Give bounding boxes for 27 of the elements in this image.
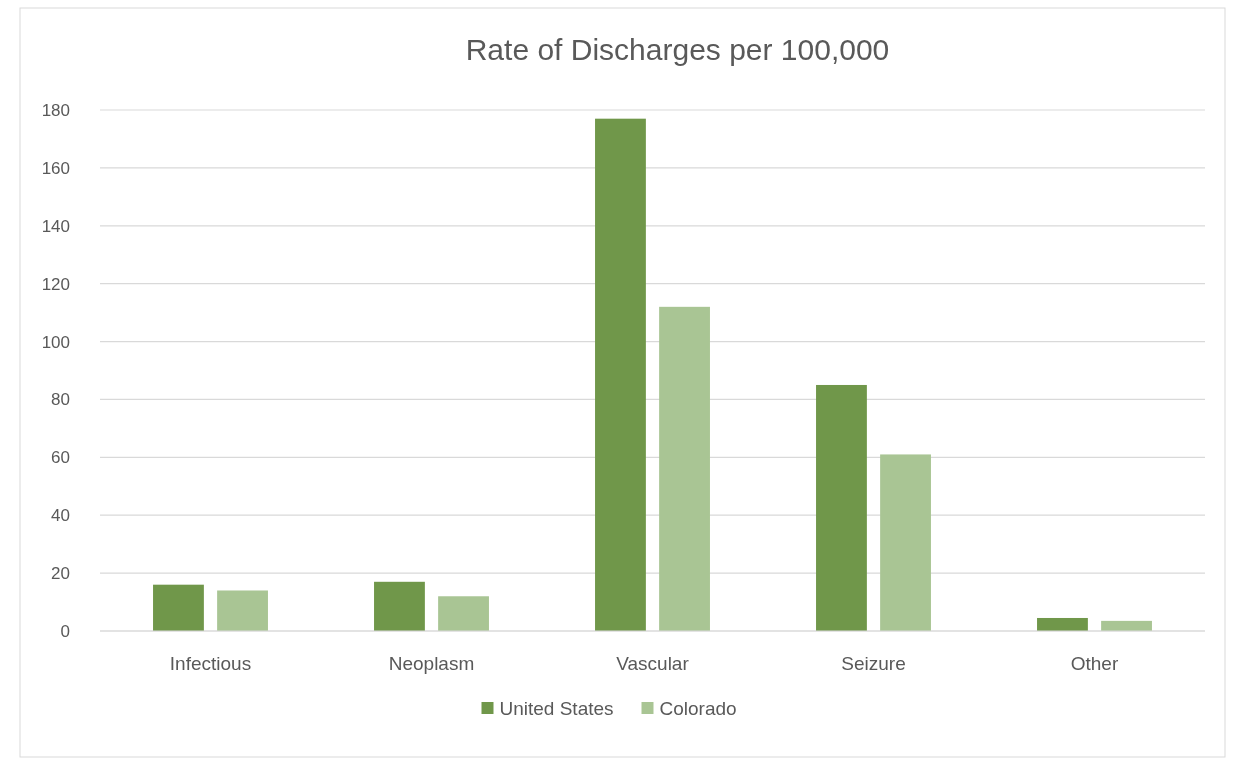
legend-label: United States <box>499 698 614 719</box>
chart-title: Rate of Discharges per 100,000 <box>465 33 890 66</box>
y-tick-label: 160 <box>41 158 70 178</box>
x-tick-label: Neoplasm <box>388 653 475 674</box>
x-tick-label: Infectious <box>169 653 252 674</box>
bar <box>217 590 268 631</box>
x-tick-label: Other <box>1070 653 1119 674</box>
y-tick-label: 60 <box>51 448 70 468</box>
bar <box>816 384 867 631</box>
bar <box>595 118 646 631</box>
y-tick-label: 140 <box>41 216 70 236</box>
y-tick-label: 180 <box>41 100 70 120</box>
x-tick-label: Vascular <box>616 653 690 674</box>
y-tick-label: 120 <box>41 274 70 294</box>
y-tick-label: 100 <box>41 332 70 352</box>
y-tick-label: 20 <box>51 564 70 584</box>
legend-label: Colorado <box>659 698 737 719</box>
bar <box>880 454 931 631</box>
y-tick-label: 0 <box>60 621 70 641</box>
bar <box>153 584 204 631</box>
bar <box>659 306 710 631</box>
y-tick-label: 40 <box>51 506 70 526</box>
bar <box>374 581 425 631</box>
bar <box>1037 617 1088 631</box>
y-tick-label: 80 <box>51 390 70 410</box>
bar <box>438 596 489 631</box>
x-tick-label: Seizure <box>841 653 906 674</box>
